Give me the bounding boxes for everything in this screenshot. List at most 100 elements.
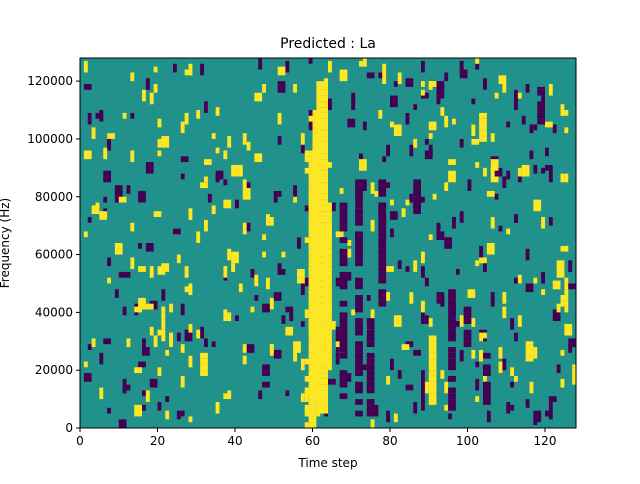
heatmap-cell-low <box>161 289 166 301</box>
heatmap-stripe-high <box>312 329 321 336</box>
plot-area <box>79 57 577 429</box>
heatmap-cell-low <box>397 260 402 270</box>
heatmap-cell-low <box>436 292 445 304</box>
heatmap-cell-low <box>351 98 356 111</box>
heatmap-stripe-low <box>339 214 348 220</box>
heatmap-cell-high <box>335 231 344 238</box>
heatmap-cell-low <box>479 245 484 258</box>
heatmap-cell-high <box>339 69 348 82</box>
heatmap-cell-low <box>405 384 414 391</box>
heatmap-cell-high <box>184 266 189 278</box>
heatmap-stripe-high <box>316 205 329 212</box>
heatmap-stripe-high <box>312 185 321 191</box>
heatmap-stripe-high <box>316 147 329 154</box>
heatmap-cell-high <box>475 396 480 402</box>
heatmap-cell-high <box>188 416 193 423</box>
heatmap-cell-high <box>145 390 150 402</box>
heatmap-cell-low <box>285 60 290 73</box>
heatmap-stripe-high <box>312 141 328 148</box>
heatmap-stripe-high <box>479 136 487 142</box>
heatmap-cell-low <box>475 63 480 70</box>
heatmap-cell-low <box>281 315 286 324</box>
heatmap-cell-low <box>180 156 189 163</box>
heatmap-cell-high <box>204 219 208 232</box>
heatmap-stripe-low <box>378 289 387 296</box>
heatmap-stripe-high <box>525 344 534 350</box>
heatmap-cell-high <box>502 84 507 93</box>
heatmap-stripe-high <box>316 130 329 137</box>
heatmap-cell-high <box>304 387 313 394</box>
heatmap-stripe-high <box>312 358 321 365</box>
heatmap-cell-high <box>370 309 375 322</box>
heatmap-stripe-low <box>366 410 375 417</box>
heatmap-stripe-low <box>483 370 491 376</box>
heatmap-stripe-low <box>262 370 270 376</box>
heatmap-stripe-low <box>568 283 576 290</box>
heatmap-stripe-low <box>366 329 375 336</box>
heatmap-stripe-high <box>428 341 437 348</box>
heatmap-stripe-low <box>366 352 375 359</box>
heatmap-stripe-high <box>316 124 329 131</box>
heatmap-cell-low <box>103 196 108 203</box>
heatmap-stripe-low <box>355 352 363 359</box>
heatmap-cell-high <box>541 289 546 296</box>
heatmap-cell-high <box>560 245 569 252</box>
heatmap-cell-low <box>204 338 208 348</box>
heatmap-stripe-low <box>378 179 387 186</box>
heatmap-cell-high <box>83 150 92 160</box>
heatmap-stripe-high <box>428 335 437 342</box>
heatmap-cell-low <box>533 164 538 174</box>
heatmap-stripe-high <box>312 127 321 134</box>
heatmap-cell-high <box>231 251 239 264</box>
y-axis: 0 20000 40000 60000 80000 100000 120000 <box>27 74 80 435</box>
heatmap-cell-low <box>300 144 305 154</box>
heatmap-stripe-high <box>324 289 332 296</box>
heatmap-cell-high <box>370 419 375 428</box>
heatmap-cell-low <box>421 60 425 73</box>
heatmap-cell-low <box>126 271 131 278</box>
heatmap-cell-low <box>436 222 441 229</box>
heatmap-stripe-high <box>564 283 569 290</box>
heatmap-stripe-high <box>316 344 329 350</box>
heatmap-stripe-high <box>312 263 328 270</box>
heatmap-cell-high <box>517 274 522 284</box>
heatmap-stripe-low <box>448 329 456 336</box>
heatmap-stripe-low <box>413 179 421 186</box>
heatmap-cell-low <box>386 182 391 189</box>
heatmap-stripe-high <box>316 367 329 374</box>
heatmap-cell-high <box>471 124 476 137</box>
heatmap-stripe-high <box>308 190 321 197</box>
heatmap-stripe-low <box>448 300 456 307</box>
heatmap-stripe-high <box>304 358 317 365</box>
heatmap-stripe-high <box>525 341 534 345</box>
heatmap-cell-high <box>300 358 305 371</box>
x-tick-label: 120 <box>534 434 557 448</box>
heatmap-cell-low <box>145 78 150 90</box>
heatmap-stripe-low <box>463 329 472 336</box>
heatmap-stripe-low <box>378 237 387 243</box>
heatmap-stripe-high <box>316 199 329 206</box>
heatmap-cell-low <box>471 98 476 105</box>
heatmap-stripe-high <box>312 341 321 348</box>
heatmap-cell-low <box>436 231 441 241</box>
heatmap-stripe-low <box>355 358 363 365</box>
heatmap-cell-low <box>138 361 146 368</box>
heatmap-cell-low <box>455 269 460 275</box>
heatmap-stripe-high <box>312 289 321 296</box>
heatmap-cell-high <box>339 188 344 194</box>
heatmap-cell-high <box>490 176 499 183</box>
heatmap-cell-high <box>452 118 456 125</box>
y-tick-label: 40000 <box>35 305 73 319</box>
heatmap-stripe-high <box>572 367 577 374</box>
heatmap-stripe-high <box>479 112 487 119</box>
heatmap-cell-high <box>533 347 538 359</box>
heatmap-stripe-low <box>339 225 348 232</box>
heatmap-cell-low <box>308 58 313 64</box>
heatmap-cell-low <box>548 401 553 408</box>
heatmap-cell-low <box>459 138 464 148</box>
heatmap-cell-low <box>436 81 445 93</box>
heatmap-stripe-low <box>366 364 375 371</box>
heatmap-cell-high <box>421 251 425 264</box>
heatmap-stripe-high <box>328 234 332 241</box>
heatmap-stripe-high <box>312 323 321 330</box>
